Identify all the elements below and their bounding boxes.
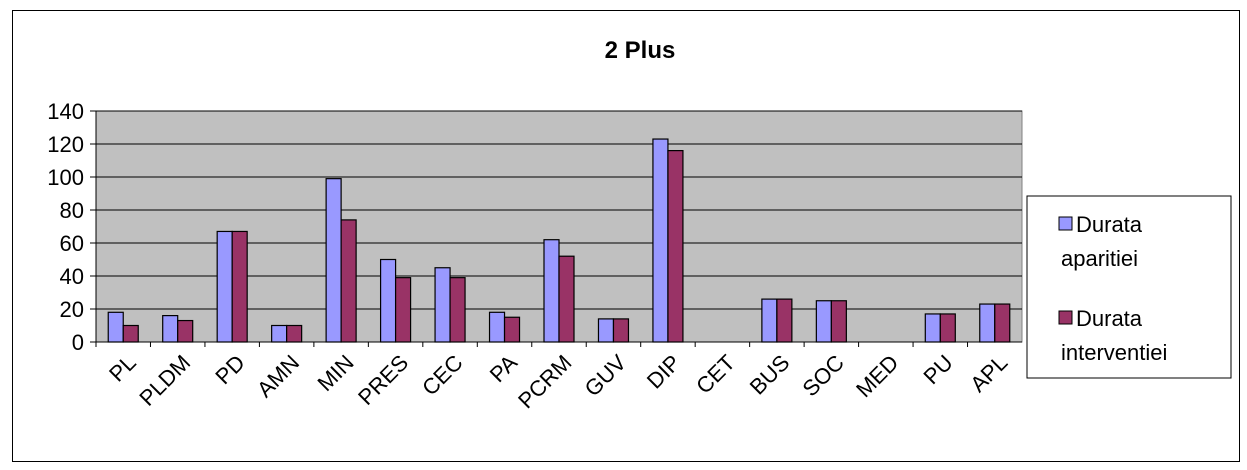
- legend-swatch-series-1: [1058, 216, 1073, 231]
- bar-guv-series-2: [612, 318, 630, 343]
- bar-soc-series-2: [830, 300, 847, 343]
- bar-pres-series-1: [379, 258, 397, 343]
- y-tick-label: 20: [60, 297, 84, 322]
- category-label: CEC: [417, 350, 468, 401]
- category-label: MED: [851, 350, 903, 402]
- category-label: BUS: [745, 350, 795, 400]
- category-label: PRES: [353, 350, 413, 410]
- bar-dip-series-1: [652, 138, 669, 343]
- bar-pcrm-series-1: [543, 239, 560, 343]
- y-tick-label: 140: [47, 99, 84, 124]
- bar-amn-series-1: [271, 324, 288, 343]
- bar-pcrm-series-2: [558, 255, 575, 343]
- bar-dip-series-2: [667, 150, 684, 343]
- bar-soc-series-1: [815, 300, 832, 343]
- bar-pd-series-1: [216, 230, 233, 343]
- category-label: GUV: [580, 350, 632, 402]
- bar-min-series-1: [325, 178, 342, 343]
- legend-label: interventiei: [1061, 340, 1167, 365]
- category-label: PD: [210, 350, 249, 389]
- y-tick-label: 60: [60, 231, 84, 256]
- bar-apl-series-2: [994, 303, 1011, 343]
- bar-pl-series-2: [122, 324, 139, 343]
- legend-label: Durata: [1076, 306, 1143, 331]
- category-label: CET: [691, 350, 740, 399]
- bar-min-series-2: [340, 219, 357, 343]
- bar-amn-series-2: [286, 324, 303, 343]
- category-label: PCRM: [513, 350, 576, 413]
- bar-pu-series-1: [924, 313, 941, 343]
- y-tick-label: 40: [60, 264, 84, 289]
- category-label: PLDM: [134, 350, 195, 411]
- bar-cec-series-2: [449, 277, 466, 343]
- category-label: PL: [104, 350, 141, 387]
- bar-pa-series-1: [488, 311, 506, 343]
- category-label: PA: [485, 350, 523, 388]
- bar-pu-series-2: [939, 313, 956, 343]
- chart-title: 2 Plus: [605, 37, 676, 64]
- category-label: SOC: [797, 350, 848, 401]
- category-label: PU: [919, 350, 958, 389]
- bar-pldm-series-1: [162, 315, 179, 343]
- legend: Durata aparitiei Durata interventiei: [1026, 195, 1232, 379]
- bar-apl-series-1: [979, 303, 996, 343]
- y-tick-label: 100: [47, 165, 84, 190]
- category-label: MIN: [312, 350, 358, 396]
- legend-label: Durata: [1076, 212, 1143, 237]
- bar-pl-series-1: [107, 311, 124, 343]
- bar-pd-series-2: [231, 230, 248, 343]
- y-tick-label: 80: [60, 198, 84, 223]
- bar-pres-series-2: [394, 277, 412, 343]
- category-label: APL: [965, 350, 1012, 397]
- bar-pa-series-2: [503, 316, 521, 343]
- y-tick-label: 0: [72, 330, 84, 355]
- category-label: AMN: [252, 350, 304, 402]
- legend-label: aparitiei: [1061, 246, 1138, 271]
- bar-pldm-series-2: [177, 319, 194, 343]
- y-tick-label: 120: [47, 132, 84, 157]
- bar-bus-series-1: [761, 298, 778, 343]
- category-label: DIP: [642, 350, 686, 394]
- bar-cec-series-1: [434, 267, 451, 343]
- bar-guv-series-1: [597, 318, 615, 343]
- legend-swatch-series-2: [1058, 310, 1073, 325]
- bar-bus-series-2: [776, 298, 793, 343]
